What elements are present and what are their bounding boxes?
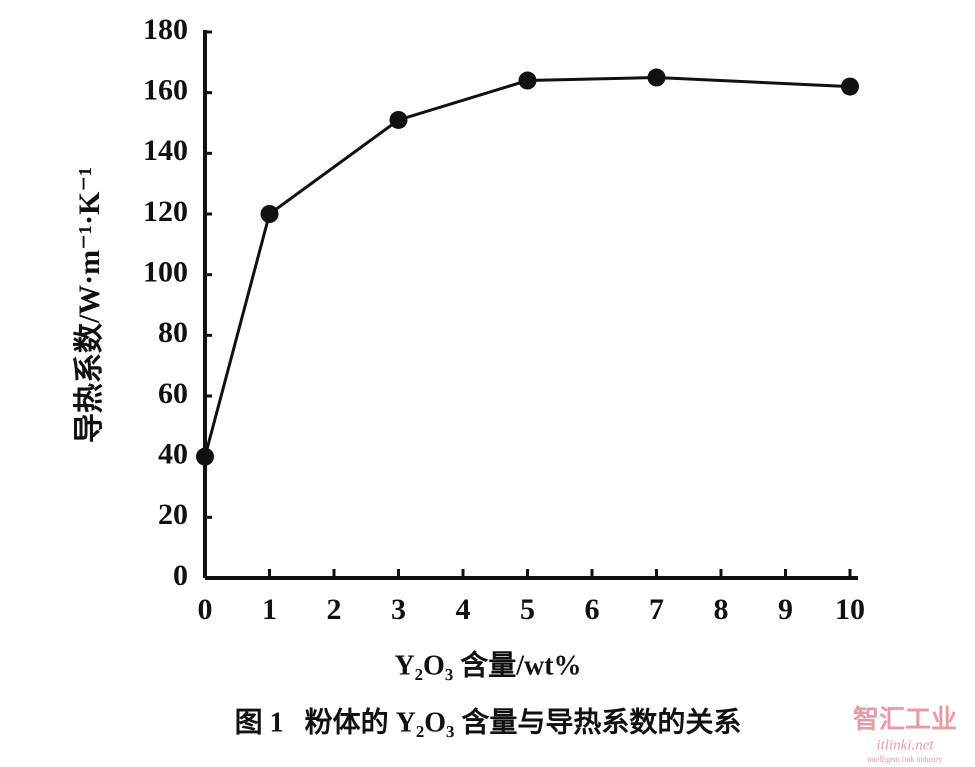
x-axis-label: Y₂O₃ 含量/wt% [394,648,581,681]
data-point [260,205,279,223]
y-tick-label: 100 [143,256,188,289]
y-tick-label: 20 [158,498,188,531]
y-tick-label: 140 [143,134,188,167]
data-point [647,68,666,87]
x-tick-label: 7 [649,593,664,626]
y-axis-label: 导热系数/W·m⁻¹·K⁻¹ [73,167,106,443]
watermark-site: itlinki.net [876,737,934,753]
x-tick-label: 10 [835,593,865,626]
x-tick-label: 4 [456,593,471,626]
y-tick-label: 0 [173,559,188,592]
x-tick-label: 9 [778,593,793,626]
y-tick-label: 60 [158,377,188,410]
data-line [203,75,851,458]
x-tick-label: 8 [714,593,729,626]
x-tick-label: 6 [585,593,600,626]
x-tick-label: 3 [391,593,406,626]
x-tick-label: 5 [520,593,535,626]
x-tick-label: 0 [198,593,213,626]
data-point [841,77,859,96]
y-tick-label: 120 [143,195,188,228]
y-tick-label: 180 [143,13,188,46]
data-point [389,110,408,129]
watermark-tagline: intelligent link industry [867,755,942,764]
y-tick-label: 160 [143,74,188,107]
caption: 图 1 粉体的 Y₂O₃ 含量与导热系数的关系 [235,705,742,738]
data-point [196,447,214,466]
x-tick-label: 1 [262,593,277,626]
y-tick-label: 40 [158,438,188,471]
y-tick-label: 80 [158,316,188,349]
x-tick-label: 2 [327,593,342,626]
watermark: 智汇工业 [853,705,957,734]
data-point [518,71,537,90]
